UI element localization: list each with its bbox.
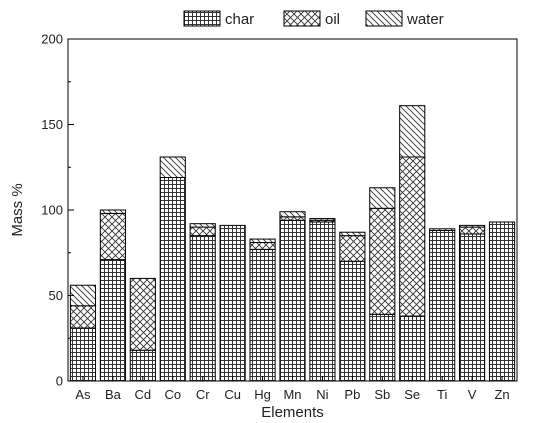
bar-water-sb bbox=[369, 187, 396, 209]
bar-oil-mn bbox=[279, 216, 306, 221]
bar-char-co bbox=[159, 177, 186, 382]
bar-water-pb bbox=[339, 231, 366, 237]
legend-label-water: water bbox=[406, 11, 444, 28]
bar-water-hg bbox=[249, 238, 276, 243]
x-tick-label: Ni bbox=[316, 387, 328, 402]
bar-char-hg bbox=[249, 248, 276, 382]
bars-group bbox=[69, 105, 516, 382]
legend-swatch-char bbox=[183, 10, 221, 27]
bar-oil-ba bbox=[99, 212, 126, 261]
x-tick-label: As bbox=[75, 387, 91, 402]
legend: char oil water bbox=[183, 10, 444, 28]
y-tick-label: 0 bbox=[56, 374, 63, 389]
bar-char-pb bbox=[339, 260, 366, 382]
bar-char-cd bbox=[129, 349, 156, 382]
bar-oil-sb bbox=[369, 207, 396, 315]
y-axis-title: Mass % bbox=[9, 183, 26, 236]
y-tick-label: 50 bbox=[49, 288, 63, 303]
x-tick-label: Se bbox=[404, 387, 420, 402]
bar-water-cr bbox=[189, 223, 216, 228]
bar-water-as bbox=[69, 284, 97, 307]
x-tick-label: Sb bbox=[374, 387, 390, 402]
bar-water-ti bbox=[429, 228, 456, 232]
bar-oil-se bbox=[399, 156, 426, 317]
y-axis: 0 50 100 150 200 bbox=[41, 32, 74, 389]
x-axis-title: Elements bbox=[261, 404, 324, 421]
bar-char-cr bbox=[189, 235, 216, 382]
bar-water-ni bbox=[309, 218, 336, 221]
x-tick-label: Cr bbox=[196, 387, 210, 402]
x-tick-label: Ti bbox=[437, 387, 447, 402]
bar-water-ba bbox=[99, 209, 126, 214]
legend-label-char: char bbox=[225, 11, 254, 28]
bar-char-v bbox=[459, 233, 486, 382]
bar-char-ti bbox=[429, 230, 456, 382]
bar-water-co bbox=[159, 156, 186, 179]
bar-oil-cr bbox=[189, 226, 216, 237]
legend-label-oil: oil bbox=[325, 11, 340, 28]
legend-swatch-water bbox=[365, 10, 403, 27]
x-tick-label: Co bbox=[164, 387, 181, 402]
x-tick-label: Mn bbox=[283, 387, 301, 402]
bar-water-v bbox=[459, 224, 486, 228]
bar-char-mn bbox=[279, 219, 306, 382]
x-tick-label: Cu bbox=[224, 387, 241, 402]
bar-oil-hg bbox=[249, 241, 276, 250]
bar-char-as bbox=[69, 327, 97, 382]
x-tick-label: Pb bbox=[344, 387, 360, 402]
y-tick-label: 100 bbox=[41, 203, 63, 218]
x-tick-label: Hg bbox=[254, 387, 271, 402]
bar-oil-as bbox=[69, 305, 97, 329]
bar-oil-cd bbox=[129, 277, 156, 351]
bar-char-se bbox=[399, 315, 426, 382]
bar-char-sb bbox=[369, 313, 396, 382]
x-axis: As Ba Cd Co Cr Cu Hg Mn Ni Pb Sb Se Ti V Zn bbox=[75, 376, 510, 402]
bar-char-cu bbox=[219, 224, 246, 382]
legend-swatch-oil bbox=[283, 10, 321, 27]
bar-char-ba bbox=[99, 259, 126, 382]
x-tick-label: V bbox=[468, 387, 477, 402]
bar-char-ni bbox=[309, 221, 336, 382]
x-tick-label: Ba bbox=[105, 387, 122, 402]
bar-water-se bbox=[399, 105, 426, 158]
bar-oil-v bbox=[459, 226, 486, 235]
x-tick-label: Cd bbox=[135, 387, 152, 402]
bar-oil-pb bbox=[339, 235, 366, 262]
bar-char-zn bbox=[488, 221, 516, 382]
bar-water-mn bbox=[279, 211, 306, 218]
x-tick-label: Zn bbox=[494, 387, 509, 402]
y-tick-label: 200 bbox=[41, 32, 63, 47]
y-tick-label: 150 bbox=[41, 117, 63, 132]
